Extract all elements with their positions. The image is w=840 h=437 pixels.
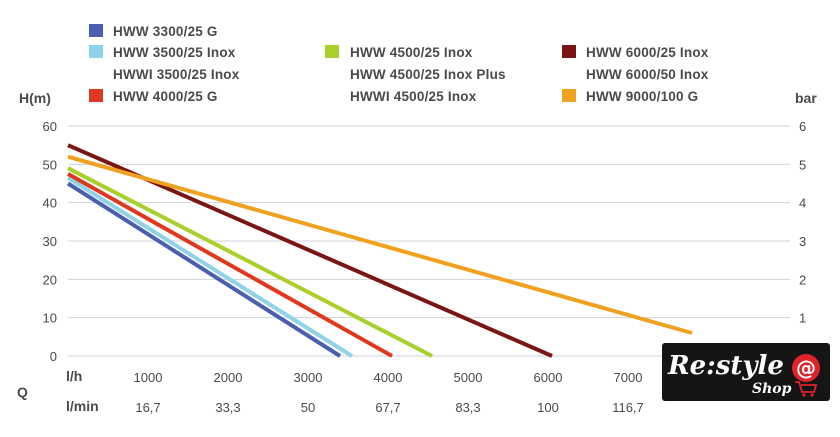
legend-label-hww-3500: HWW 3500/25 Inox [113, 45, 236, 60]
y-right-tick-label: 1 [799, 311, 806, 326]
gridlines [68, 125, 790, 357]
legend-label-hww-9000: HWW 9000/100 G [586, 89, 698, 104]
legend-label-hwwi-4500: HWWI 4500/25 Inox [350, 89, 477, 104]
y-right-tick-label: 4 [799, 196, 806, 211]
y-left-tick-label: 30 [43, 234, 57, 249]
q-axis-label: Q [17, 384, 28, 400]
y-right-axis-label: bar [795, 90, 817, 106]
x-row1-tick-label: 4000 [374, 370, 403, 385]
logo-text-shop: Shop [752, 381, 792, 397]
y-left-tick-label: 60 [43, 119, 57, 134]
y-right-tick-label: 3 [799, 234, 806, 249]
series-line-5 [67, 154, 693, 335]
legend-label-hwwi-3500: HWWI 3500/25 Inox [113, 67, 240, 82]
legend-label-hww-6000-25: HWW 6000/25 Inox [586, 45, 709, 60]
y-left-axis-label: H(m) [19, 90, 51, 106]
x-row1-tick-label: 1000 [134, 370, 163, 385]
logo-text-restyle: Re:style [667, 351, 784, 381]
x-row2-unit-label: l/min [66, 398, 99, 414]
legend-swatch-hww-4000 [89, 89, 103, 102]
series-line-3 [67, 166, 433, 358]
y-left-tick-label: 50 [43, 157, 57, 172]
x-row1-tick-label: 7000 [614, 370, 643, 385]
logo-at-symbol-icon [792, 354, 820, 382]
series-lines [66, 143, 693, 358]
logo-at-glyph: @ [796, 356, 816, 380]
legend-swatch-hww-6000 [562, 45, 576, 58]
legend-label-hww-6000-50: HWW 6000/50 Inox [586, 67, 709, 82]
x-row2-tick-label: 67,7 [375, 400, 400, 415]
legend-label-hww-3300: HWW 3300/25 G [113, 24, 218, 39]
y-right-tick-label: 6 [799, 119, 806, 134]
x-row1-tick-label: 5000 [454, 370, 483, 385]
cart-icon [795, 381, 818, 393]
y-left-tick-label: 0 [50, 349, 57, 364]
x-row1-tick-label: 3000 [294, 370, 323, 385]
x-row2-tick-label: 83,3 [455, 400, 480, 415]
legend-label-hww-4500-plus: HWW 4500/25 Inox Plus [350, 67, 506, 82]
x-row2-tick-label: 100 [537, 400, 559, 415]
x-row2-tick-label: 16,7 [135, 400, 160, 415]
legend: HWW 3300/25 G HWW 3500/25 Inox HWWI 3500… [89, 24, 709, 104]
y-left-tick-label: 40 [43, 196, 57, 211]
legend-swatch-hww-9000 [562, 89, 576, 102]
series-line-1 [66, 176, 354, 358]
y-left-ticks: 0 10 20 30 40 50 60 [43, 119, 57, 364]
y-right-tick-label: 2 [799, 272, 806, 287]
x-row1-unit-label: l/h [66, 368, 82, 384]
legend-swatch-hww-3500 [89, 45, 103, 58]
series-line-0 [66, 181, 342, 358]
y-right-ticks: 1 2 3 4 5 6 [799, 119, 806, 326]
x-row2-tick-label: 116,7 [612, 400, 644, 415]
y-left-tick-label: 20 [43, 272, 57, 287]
x-row1-tick-label: 2000 [214, 370, 243, 385]
legend-label-hww-4000: HWW 4000/25 G [113, 89, 218, 104]
x-row1-tick-label: 6000 [534, 370, 563, 385]
y-right-tick-label: 5 [799, 157, 806, 172]
x-row2-tick-label: 50 [301, 400, 315, 415]
y-left-tick-label: 10 [43, 311, 57, 326]
legend-label-hww-4500: HWW 4500/25 Inox [350, 45, 473, 60]
legend-swatch-hww-4500 [325, 45, 339, 58]
x-row2-tick-label: 33,3 [215, 400, 240, 415]
series-line-2 [67, 172, 393, 358]
x-row1-ticks: 1000 2000 3000 4000 5000 6000 7000 [134, 370, 643, 385]
legend-swatch-hww-3300 [89, 24, 103, 37]
x-row2-ticks: 16,7 33,3 50 67,7 83,3 100 116,7 [135, 400, 643, 415]
restyle-shop-logo: Re:style Shop @ [662, 343, 830, 401]
